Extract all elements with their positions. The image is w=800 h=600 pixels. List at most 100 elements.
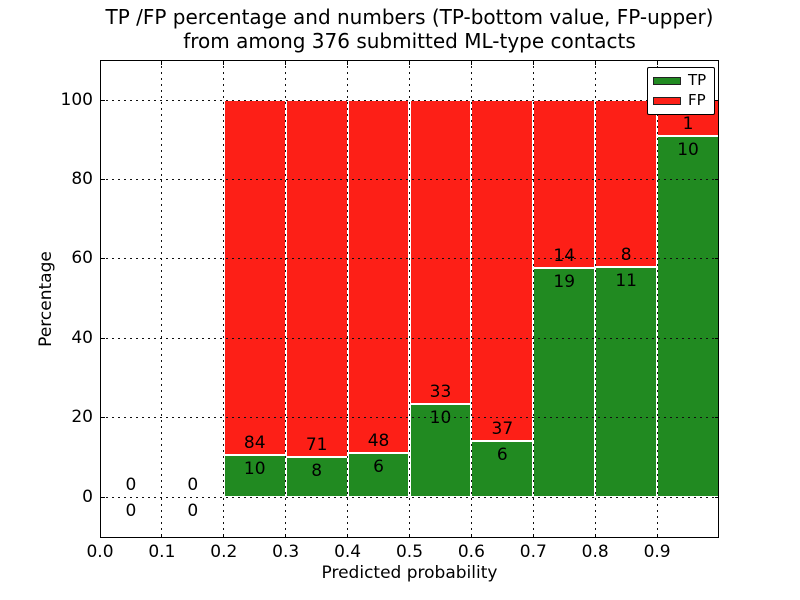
x-tick-mark xyxy=(347,60,349,65)
gridline-horizontal xyxy=(100,417,719,419)
y-tick-mark xyxy=(100,178,105,180)
tp-count-label: 10 xyxy=(243,458,266,479)
tp-count-label: 10 xyxy=(677,140,699,161)
x-tick-mark xyxy=(285,533,287,538)
bar-fp-segment xyxy=(595,100,658,268)
bar-tp-segment xyxy=(533,268,596,497)
gridline-horizontal xyxy=(100,258,719,260)
y-tick-mark xyxy=(714,417,719,419)
fp-count-label: 14 xyxy=(553,246,576,267)
y-tick-mark xyxy=(714,496,719,498)
tp-count-label: 0 xyxy=(187,501,199,521)
bar-tp-segment xyxy=(285,456,348,497)
fp-color-swatch xyxy=(653,96,681,105)
tp-count-label: 6 xyxy=(373,456,384,477)
x-tick-label: 0.1 xyxy=(148,542,176,562)
gridline-vertical xyxy=(223,60,225,538)
x-tick-mark xyxy=(409,60,410,65)
legend-item-fp: FP xyxy=(653,93,709,108)
gridline-vertical xyxy=(285,60,287,538)
y-tick-mark xyxy=(100,337,105,339)
y-tick-label: 20 xyxy=(71,407,93,428)
x-tick-label: 0.7 xyxy=(519,542,547,562)
x-tick-mark xyxy=(285,60,287,65)
fp-count-label: 37 xyxy=(491,419,514,440)
bar-tp-segment xyxy=(471,441,534,497)
gridline-vertical xyxy=(347,60,349,538)
x-tick-mark xyxy=(470,60,472,65)
legend-item-tp: TP xyxy=(653,73,709,88)
chart-title-line-2: from among 376 submitted ML-type contact… xyxy=(183,29,636,53)
gridline-vertical xyxy=(594,60,596,538)
x-tick-mark xyxy=(100,60,101,65)
gridline-vertical xyxy=(161,60,163,538)
y-tick-label: 80 xyxy=(71,168,93,189)
legend: TP FP xyxy=(647,67,715,115)
x-tick-label: 0.2 xyxy=(210,542,238,562)
x-tick-label: 0.8 xyxy=(581,542,609,562)
legend-label-fp: FP xyxy=(688,91,706,109)
y-tick-label: 0 xyxy=(82,486,93,507)
plot-area: 0 0 0 0 84 10 71 8 48 6 33 10 37 6 14 19 8 11 1 10 xyxy=(100,60,719,538)
tp-count-label: 11 xyxy=(615,271,637,292)
x-tick-label: 0.5 xyxy=(395,542,424,562)
gridline-vertical xyxy=(656,60,658,538)
fp-count-label: 33 xyxy=(429,382,452,403)
y-tick-mark xyxy=(100,417,105,419)
gridline-horizontal xyxy=(100,178,719,180)
legend-label-tp: TP xyxy=(688,71,707,89)
x-tick-mark xyxy=(223,533,225,538)
gridline-horizontal xyxy=(100,496,719,498)
x-tick-mark xyxy=(470,533,472,538)
x-tick-mark xyxy=(656,60,658,65)
y-tick-mark xyxy=(714,258,719,260)
tp-count-label: 8 xyxy=(311,460,323,481)
x-axis-title: Predicted probability xyxy=(321,563,498,583)
gridline-horizontal xyxy=(100,337,719,339)
x-tick-label: 0.3 xyxy=(272,542,300,562)
x-tick-label: 0.4 xyxy=(334,542,362,562)
x-tick-mark xyxy=(161,60,163,65)
gridline-horizontal xyxy=(100,99,719,101)
y-tick-mark xyxy=(714,99,719,101)
gridline-vertical xyxy=(470,60,472,538)
x-tick-mark xyxy=(594,60,596,65)
y-tick-mark xyxy=(100,496,105,498)
fp-count-label: 48 xyxy=(367,430,390,451)
y-tick-mark xyxy=(100,258,105,260)
bar-tp-segment xyxy=(657,136,719,497)
bar-fp-segment xyxy=(471,100,534,442)
x-tick-mark xyxy=(656,533,658,538)
y-tick-mark xyxy=(714,178,719,180)
tp-count-label: 6 xyxy=(496,445,508,466)
tp-count-label: 0 xyxy=(125,501,137,521)
x-tick-label: 0.0 xyxy=(86,542,114,562)
x-tick-mark xyxy=(161,533,163,538)
y-tick-mark xyxy=(714,337,719,339)
x-tick-mark xyxy=(409,533,410,538)
y-tick-label: 40 xyxy=(71,327,93,348)
tp-count-label: 19 xyxy=(553,272,576,293)
tp-color-swatch xyxy=(653,76,681,85)
x-tick-mark xyxy=(594,533,596,538)
x-tick-mark xyxy=(532,533,534,538)
fp-count-label: 0 xyxy=(187,475,199,495)
chart-title-line-1: TP /FP percentage and numbers (TP-bottom… xyxy=(105,5,714,29)
bar-tp-segment xyxy=(223,454,286,497)
x-tick-label: 0.9 xyxy=(643,542,671,562)
bar-fp-segment xyxy=(409,100,472,405)
y-tick-label: 100 xyxy=(60,89,93,110)
gridline-vertical xyxy=(532,60,534,538)
gridline-vertical xyxy=(409,60,410,538)
bar-fp-segment xyxy=(285,100,348,457)
bar-fp-segment xyxy=(533,100,596,269)
y-tick-label: 60 xyxy=(71,248,93,269)
bar-fp-segment xyxy=(347,100,410,453)
x-tick-mark xyxy=(223,60,225,65)
x-tick-label: 0.6 xyxy=(457,542,485,562)
x-tick-mark xyxy=(532,60,534,65)
x-tick-mark xyxy=(100,533,101,538)
x-tick-mark xyxy=(347,533,349,538)
fp-count-label: 71 xyxy=(305,434,328,455)
